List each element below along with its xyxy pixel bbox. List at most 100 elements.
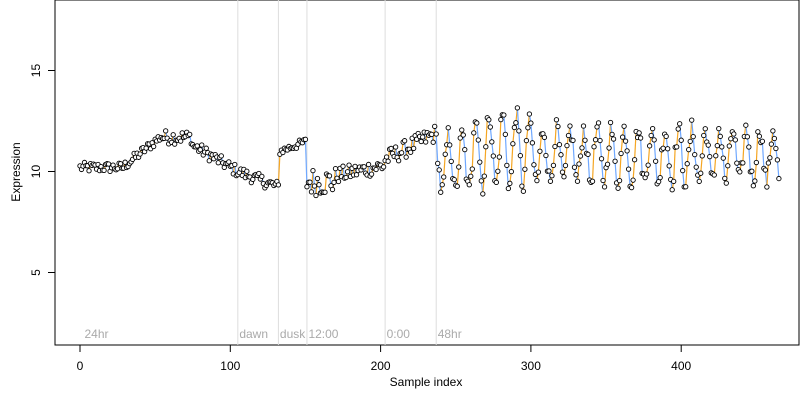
data-point: [430, 139, 436, 145]
series-segment: [727, 145, 730, 166]
data-point: [403, 154, 409, 160]
data-point: [520, 188, 527, 194]
data-point: [442, 151, 448, 157]
x-axis: 0 100 200 300 400: [77, 345, 692, 373]
data-point: [677, 121, 683, 127]
x-tick-label: 0: [77, 359, 84, 373]
data-point: [764, 184, 770, 190]
data-point: [699, 153, 705, 159]
data-point: [559, 169, 566, 175]
data-point: [383, 154, 390, 160]
y-tick-label: 15: [29, 64, 43, 78]
data-point: [776, 175, 782, 182]
data-point: [117, 161, 124, 167]
data-point: [646, 143, 653, 149]
data-point: [762, 167, 769, 173]
y-axis: 5 10 15: [29, 64, 55, 276]
data-point: [722, 175, 728, 182]
annotation-label: 0:00: [387, 327, 411, 341]
data-point: [660, 145, 666, 151]
series-segment: [477, 139, 481, 163]
data-point: [313, 192, 319, 199]
data-point: [680, 167, 686, 174]
series-segment: [685, 163, 688, 187]
data-point: [675, 126, 681, 132]
series-segment: [510, 143, 514, 172]
series-segment: [620, 137, 624, 154]
data-point: [496, 154, 502, 160]
data-point: [502, 131, 508, 137]
data-point: [674, 144, 680, 150]
data-point: [388, 145, 394, 152]
data-point: [657, 175, 663, 181]
data-point: [466, 182, 472, 188]
data-point: [114, 166, 121, 172]
data-point: [481, 173, 487, 179]
data-point: [365, 161, 372, 168]
data-point: [486, 117, 492, 123]
y-tick-label: 10: [29, 165, 43, 179]
data-point: [591, 144, 597, 150]
data-point: [752, 178, 758, 184]
data-point: [441, 174, 447, 180]
data-point: [316, 182, 322, 188]
series-segment: [667, 148, 670, 166]
data-point: [719, 144, 725, 150]
data-point: [600, 177, 606, 184]
data-point: [519, 183, 525, 189]
data-point: [558, 152, 564, 158]
data-point: [259, 173, 265, 180]
data-point: [732, 137, 738, 143]
series-segment: [552, 146, 556, 166]
data-point: [302, 136, 309, 142]
data-point: [477, 159, 483, 165]
series-segment: [476, 122, 479, 141]
series-segment: [603, 167, 607, 187]
series-segment: [761, 141, 765, 169]
data-point: [582, 137, 588, 143]
data-point: [310, 168, 316, 174]
data-point: [759, 138, 766, 144]
data-point: [537, 148, 543, 154]
data-point: [546, 168, 552, 174]
data-point: [392, 144, 399, 150]
series-segment: [748, 146, 751, 172]
data-point: [547, 178, 554, 184]
data-point: [459, 127, 465, 133]
data-point: [555, 123, 561, 130]
series-segment: [659, 149, 663, 178]
data-point: [713, 153, 719, 159]
data-point: [609, 131, 615, 137]
data-point: [513, 120, 519, 126]
data-point: [517, 153, 524, 159]
series-segment: [754, 162, 757, 181]
series-segment: [679, 123, 682, 141]
data-points: [77, 105, 782, 199]
data-point: [474, 120, 480, 126]
data-point: [343, 174, 349, 181]
data-point: [346, 162, 352, 168]
series-segment: [734, 139, 738, 164]
data-point: [585, 151, 591, 158]
data-point: [728, 136, 734, 142]
data-point: [686, 146, 692, 153]
series-segment: [564, 145, 568, 166]
series-segment: [503, 114, 506, 135]
data-point: [571, 164, 578, 170]
data-point: [199, 142, 205, 148]
data-point: [137, 151, 143, 157]
series-segment: [512, 127, 515, 144]
data-point: [598, 156, 605, 162]
data-point: [707, 154, 713, 160]
data-point: [525, 125, 531, 131]
data-point: [187, 131, 193, 137]
data-point: [308, 189, 315, 195]
series-segment: [627, 169, 631, 187]
data-point: [637, 135, 644, 141]
data-point: [483, 144, 489, 150]
data-point: [163, 128, 169, 134]
data-point: [564, 142, 570, 149]
data-point: [498, 117, 504, 123]
data-point: [770, 128, 776, 134]
